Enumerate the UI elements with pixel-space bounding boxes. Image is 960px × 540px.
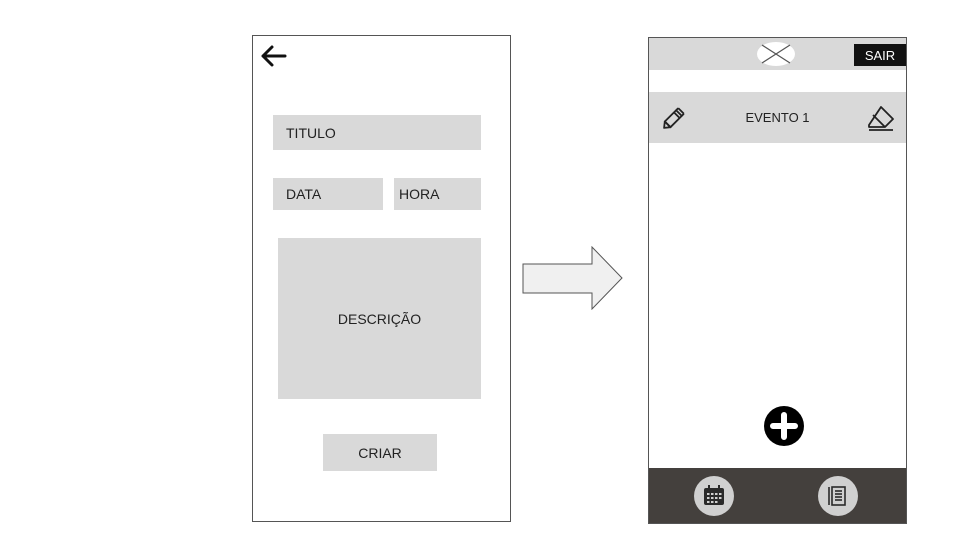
logo-icon (757, 42, 795, 66)
top-bar: SAIR (649, 38, 906, 70)
create-button[interactable]: CRIAR (323, 434, 437, 471)
events-list-screen: SAIR EVENTO 1 (648, 37, 907, 524)
bottom-nav (649, 468, 906, 523)
eraser-icon[interactable] (866, 104, 896, 132)
back-arrow-icon[interactable] (257, 40, 289, 72)
logout-button-label: SAIR (864, 47, 896, 63)
event-row[interactable]: EVENTO 1 (649, 92, 906, 143)
date-input[interactable]: DATA (273, 178, 383, 210)
event-label: EVENTO 1 (745, 110, 810, 125)
title-placeholder: TITULO (286, 124, 336, 141)
calendar-icon (704, 485, 724, 505)
time-placeholder: HORA (399, 186, 440, 202)
add-event-button[interactable] (764, 406, 804, 446)
description-placeholder: DESCRIÇÃO (337, 310, 422, 327)
time-input[interactable]: HORA (394, 178, 481, 210)
arrow-right-icon (522, 246, 623, 310)
list-icon (828, 486, 846, 506)
logout-button[interactable]: SAIR (854, 44, 906, 66)
create-event-screen: TITULO DATA HORA DESCRIÇÃO CRIAR (252, 35, 511, 522)
create-button-label: CRIAR (358, 444, 402, 461)
list-nav-button[interactable] (818, 476, 858, 516)
calendar-nav-button[interactable] (694, 476, 734, 516)
title-input[interactable]: TITULO (273, 115, 481, 150)
pencil-icon[interactable] (660, 104, 688, 132)
description-input[interactable]: DESCRIÇÃO (278, 238, 481, 399)
date-placeholder: DATA (286, 186, 322, 202)
